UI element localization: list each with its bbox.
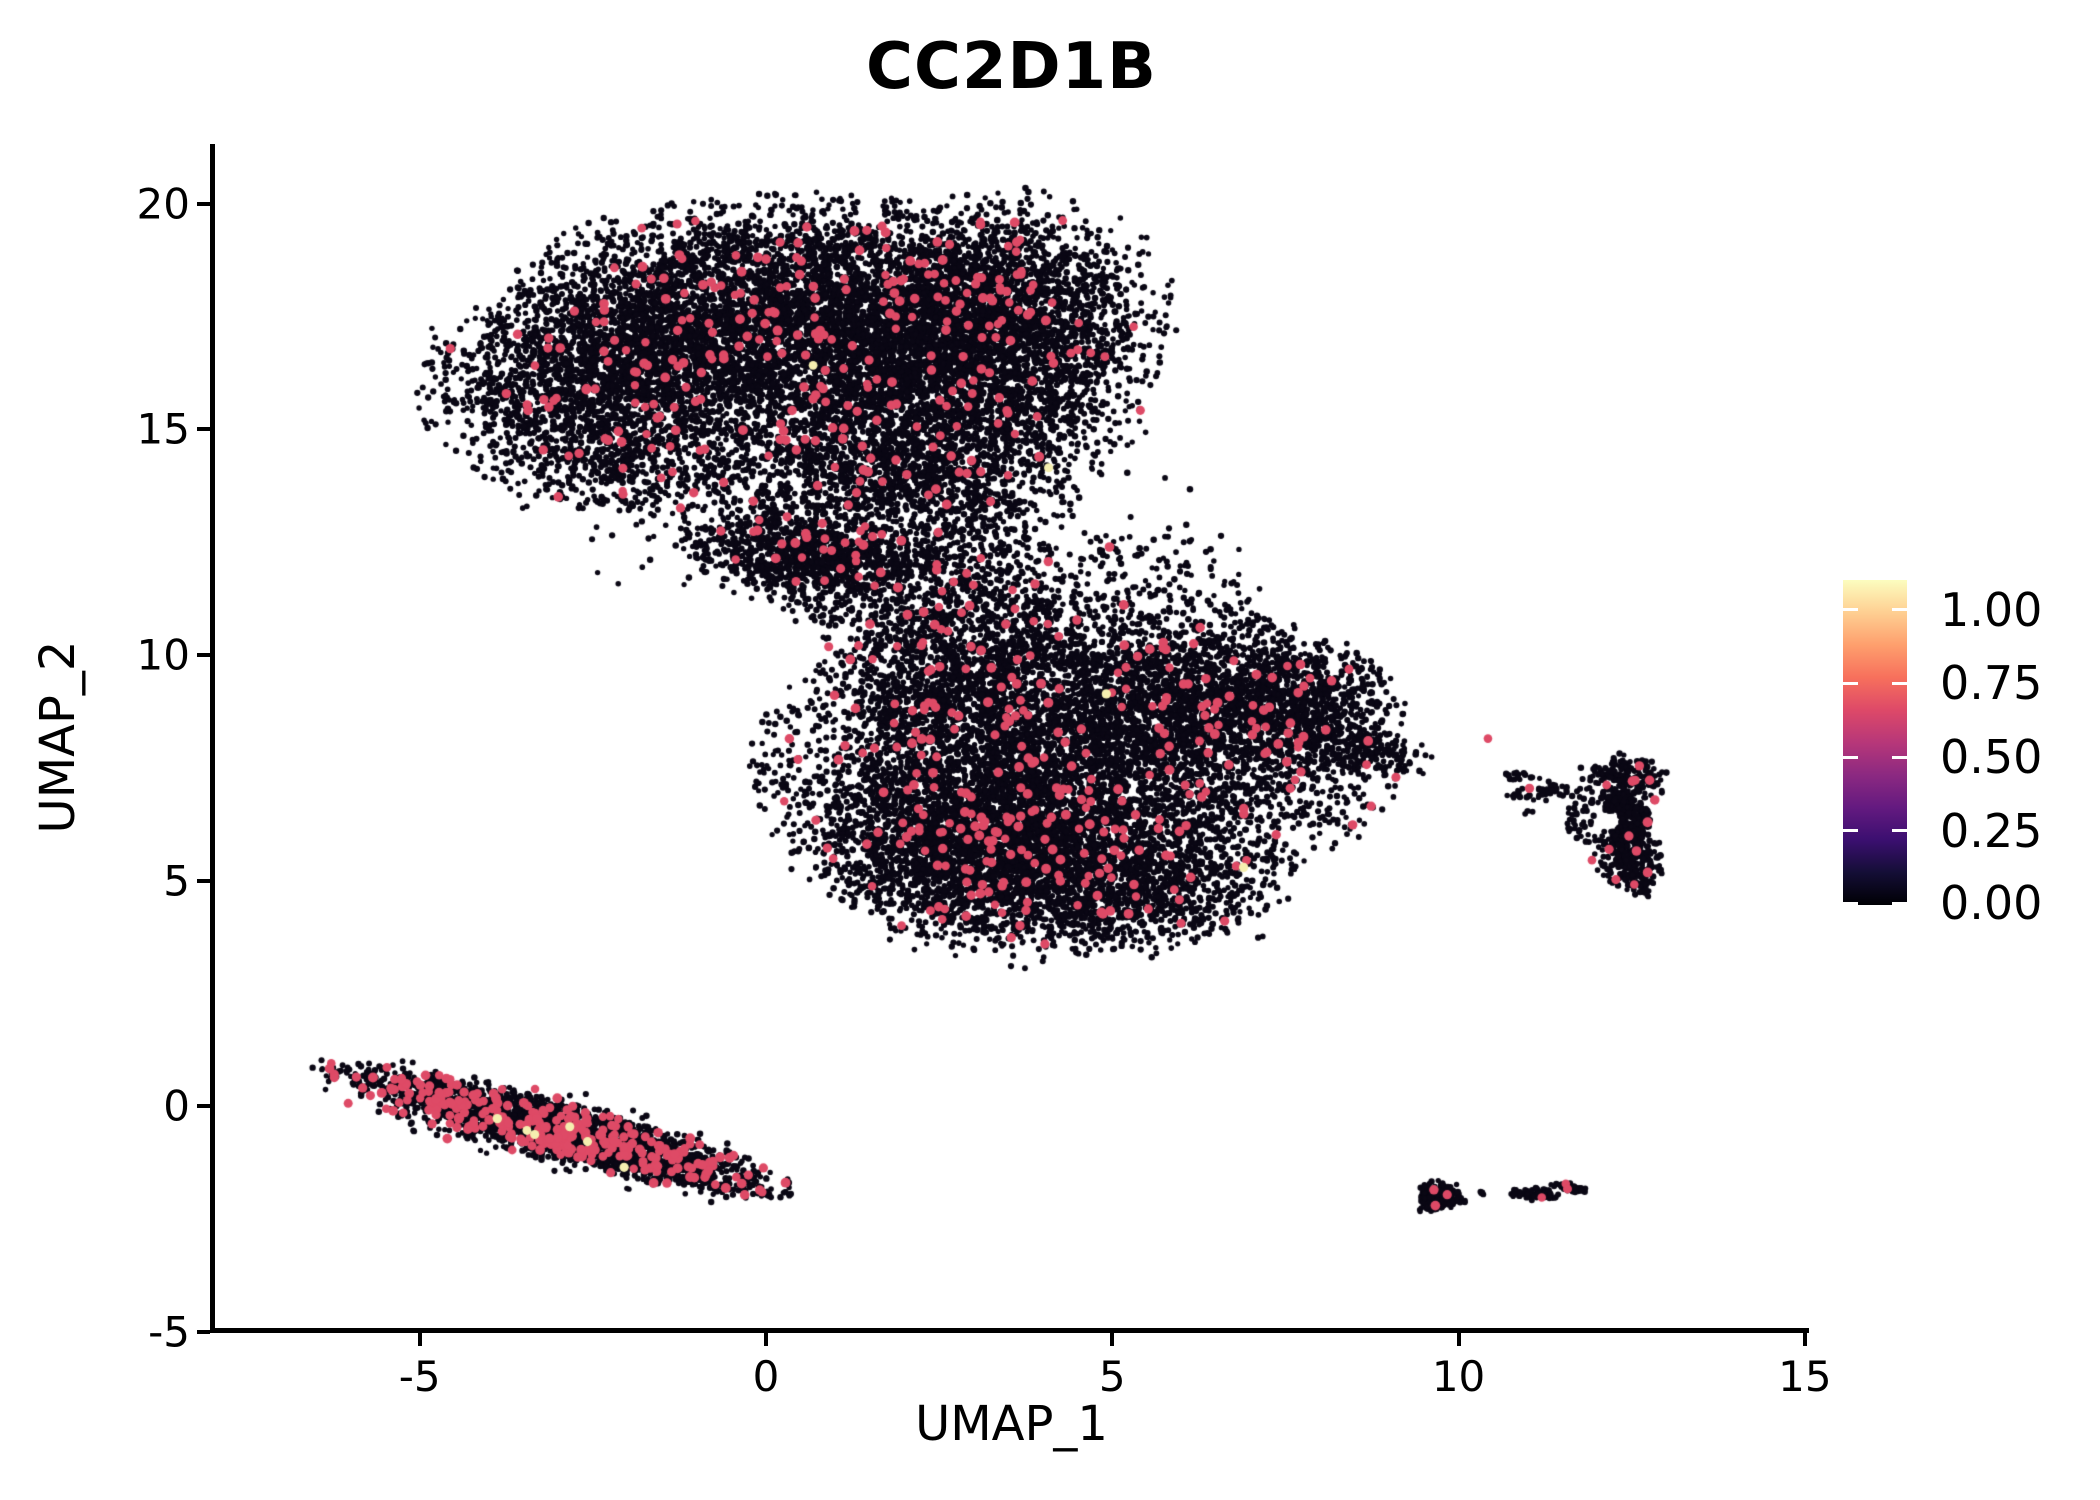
colorbar-tick-label: 0.50 <box>1940 730 2043 785</box>
y-tick-label: 0 <box>163 1081 190 1131</box>
x-tick-label: 0 <box>752 1352 780 1401</box>
y-axis-title: UMAP_2 <box>30 640 86 834</box>
x-tick-label: 5 <box>1098 1352 1126 1401</box>
colorbar-tick-dash <box>1892 681 1907 685</box>
x-tick-mark <box>1456 1333 1461 1346</box>
x-tick-mark <box>417 1333 422 1346</box>
y-tick-mark <box>197 1329 210 1334</box>
x-tick-mark <box>763 1333 768 1346</box>
colorbar-tick-dash <box>1892 608 1907 612</box>
x-tick-label: 15 <box>1778 1352 1832 1401</box>
y-tick-mark <box>197 427 210 432</box>
colorbar-tick-dash <box>1892 901 1907 905</box>
colorbar-tick-dash <box>1843 681 1858 685</box>
y-tick-mark <box>197 878 210 883</box>
colorbar-tick-label: 1.00 <box>1940 582 2043 637</box>
y-tick-label: 10 <box>136 630 190 680</box>
plot-title: CC2D1B <box>866 30 1157 104</box>
x-tick-mark <box>1802 1333 1807 1346</box>
x-tick-label: -5 <box>398 1352 441 1401</box>
colorbar-tick-dash <box>1843 608 1858 612</box>
umap-scatter-canvas <box>214 144 1809 1330</box>
y-tick-label: 5 <box>163 856 190 905</box>
y-tick-label: 15 <box>136 404 190 454</box>
y-tick-mark <box>197 201 210 206</box>
colorbar-tick-dash <box>1892 755 1907 759</box>
x-tick-label: 10 <box>1431 1352 1486 1401</box>
colorbar-tick-dash <box>1843 829 1858 833</box>
plot-area <box>210 144 1809 1333</box>
colorbar-tick-label: 0.25 <box>1940 803 2043 858</box>
colorbar-tick-dash <box>1843 901 1858 905</box>
y-tick-label: -5 <box>148 1307 190 1357</box>
colorbar-tick-label: 0.00 <box>1940 876 2043 931</box>
colorbar-tick-dash <box>1892 829 1907 833</box>
x-axis-line <box>210 1328 1809 1333</box>
x-axis-title: UMAP_1 <box>915 1396 1108 1452</box>
colorbar <box>1843 580 1907 905</box>
y-tick-mark <box>197 1104 210 1109</box>
x-tick-mark <box>1110 1333 1115 1346</box>
colorbar-tick-dash <box>1843 755 1858 759</box>
colorbar-gradient <box>1843 580 1907 905</box>
y-tick-label: 20 <box>136 179 190 229</box>
y-axis-line <box>210 144 215 1333</box>
y-tick-mark <box>197 652 210 657</box>
colorbar-tick-label: 0.75 <box>1940 656 2043 711</box>
